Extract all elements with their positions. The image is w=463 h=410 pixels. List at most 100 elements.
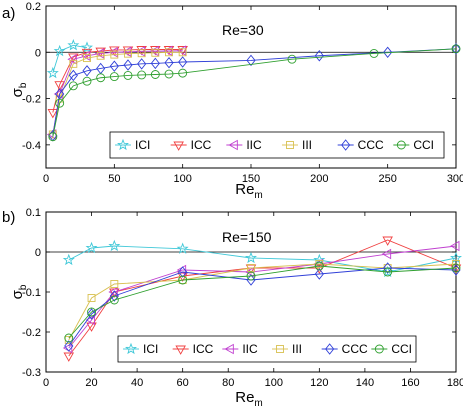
data-point [109, 295, 119, 305]
x-tick-label: 300 [447, 173, 463, 185]
data-point [287, 54, 297, 64]
y-axis-label: σb [9, 284, 29, 299]
data-point [164, 69, 174, 79]
y-axis-label: σb [9, 82, 29, 97]
series-line [68, 245, 457, 349]
data-point [245, 251, 257, 264]
data-point [124, 49, 132, 58]
legend-marker [374, 344, 384, 354]
data-point [82, 65, 92, 77]
x-tick-label: 60 [177, 377, 189, 389]
series-line [52, 48, 457, 137]
legend-label: IIC [246, 138, 262, 152]
data-point [178, 275, 188, 285]
legend-marker [173, 141, 184, 151]
y-tick-label: 0.1 [26, 207, 41, 219]
data-point [48, 132, 58, 142]
data-point [109, 72, 119, 82]
data-point [245, 264, 257, 274]
data-point [87, 294, 96, 302]
series-line [52, 44, 88, 74]
data-point [64, 333, 74, 343]
data-point [451, 43, 461, 55]
data-point [46, 66, 59, 79]
data-point [150, 46, 161, 56]
data-point [87, 307, 97, 317]
data-point [67, 53, 77, 65]
data-point [63, 352, 75, 362]
legend-marker [228, 139, 238, 151]
data-point [150, 70, 160, 79]
data-point [383, 46, 393, 59]
data-point [81, 41, 93, 53]
data-point [178, 56, 188, 68]
data-point [109, 290, 119, 302]
legend-marker [117, 138, 129, 151]
legend-entry-CCC: CCC [337, 138, 384, 152]
data-point [246, 271, 256, 281]
data-point [68, 69, 78, 82]
legend-marker [396, 140, 406, 150]
data-point [314, 50, 324, 62]
legend-entry-CCI: CCI [393, 138, 434, 152]
legend-entry-III: III [272, 342, 302, 356]
legend-entry-ICI: ICI [123, 342, 158, 356]
data-point [382, 236, 393, 246]
legend-entry-IIC: IIC [222, 342, 258, 356]
data-point [383, 262, 393, 274]
x-tick-label: 80 [222, 377, 234, 389]
data-point [68, 81, 78, 91]
data-point [383, 267, 393, 277]
data-point [123, 59, 133, 71]
data-point [82, 76, 92, 86]
data-point [47, 109, 59, 119]
series-line [52, 48, 457, 136]
data-point [54, 81, 65, 91]
legend-label: CCC [358, 138, 384, 152]
y-axis-label-main: σ [9, 87, 26, 97]
x-axis-label-main: Re [235, 181, 254, 198]
y-tick-label: -0.2 [22, 327, 41, 339]
y-axis-label-subscript: b [18, 284, 29, 290]
legend-entry-CCC: CCC [321, 342, 368, 356]
y-tick-label: -0.1 [22, 287, 41, 299]
data-point [86, 308, 97, 320]
y-axis-label-main: σ [9, 289, 26, 299]
x-tick-label: 40 [131, 377, 143, 389]
legend-marker [276, 345, 284, 353]
data-point [137, 70, 147, 80]
x-tick-label: 120 [310, 377, 328, 389]
data-point [450, 240, 460, 252]
panel-label: b) [2, 209, 15, 226]
panel-label: a) [2, 5, 15, 22]
x-tick-label: 200 [310, 173, 328, 185]
data-point [62, 253, 75, 266]
legend-entry-CCI: CCI [371, 342, 412, 356]
data-point [53, 88, 64, 100]
legend-label: III [302, 138, 312, 152]
legend-entry-ICC: ICC [170, 138, 212, 152]
x-tick-label: 100 [173, 173, 191, 185]
x-tick-label: 150 [242, 173, 260, 185]
data-point [381, 248, 392, 260]
legend-label: CCC [342, 342, 368, 356]
data-point [83, 54, 91, 63]
legend: ICI ICC IIC III CCC CCI [117, 335, 417, 363]
x-axis-label-main: Re [235, 389, 254, 406]
x-tick-label: 180 [447, 377, 463, 389]
legend-box [117, 335, 417, 363]
data-point [247, 264, 255, 272]
series-CCI [64, 261, 461, 343]
data-point [64, 340, 74, 352]
data-point [123, 70, 133, 80]
data-point [55, 98, 65, 108]
x-axis-label-subscript: m [254, 398, 262, 409]
series-line [68, 239, 457, 357]
data-point [150, 57, 160, 70]
x-tick-label: 140 [356, 377, 374, 389]
data-point [246, 54, 256, 67]
data-point [136, 46, 147, 56]
legend-label: ICC [191, 138, 212, 152]
legend-marker [286, 141, 294, 149]
data-point [53, 44, 66, 57]
